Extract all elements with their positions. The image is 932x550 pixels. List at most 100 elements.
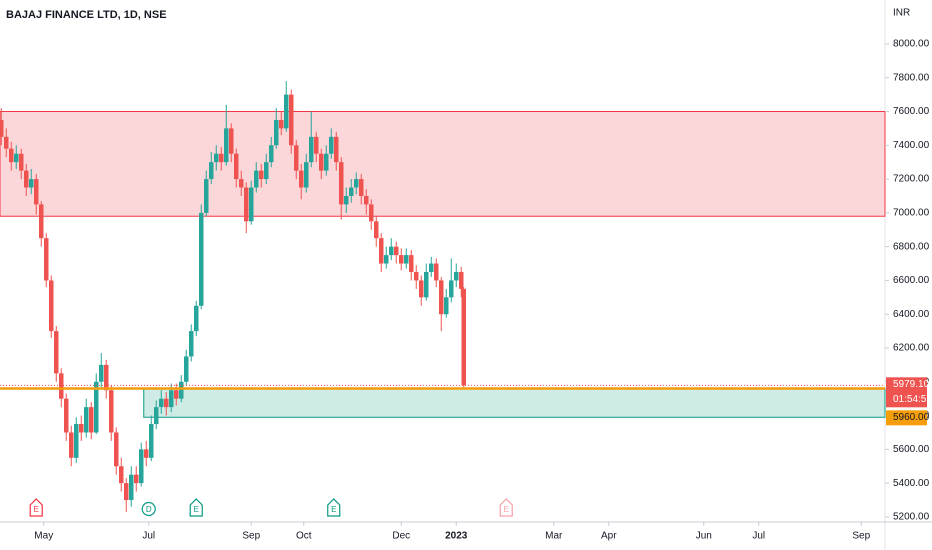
candle-body xyxy=(29,179,34,188)
candle-body xyxy=(24,170,29,188)
candle-body xyxy=(99,364,104,382)
x-tick-label: 2023 xyxy=(445,531,468,542)
candle-body xyxy=(369,204,374,222)
currency-label: INR xyxy=(893,8,910,19)
candle-body xyxy=(129,474,134,501)
candle-body xyxy=(79,424,84,433)
candle-body xyxy=(244,187,249,222)
candle-body xyxy=(449,280,454,298)
chart-title: BAJAJ FINANCE LTD, 1D, NSE xyxy=(6,9,167,21)
candle-body xyxy=(184,356,189,382)
candle-body xyxy=(94,381,99,433)
candle-body xyxy=(404,255,409,264)
zone xyxy=(0,110,886,217)
candle-body xyxy=(199,212,204,306)
candle-body xyxy=(9,148,14,163)
zone xyxy=(143,388,886,418)
candle-body xyxy=(44,238,49,281)
candle-body xyxy=(279,119,284,129)
candle-body xyxy=(0,119,4,137)
candle-body xyxy=(84,407,89,433)
y-tick-label: 6400.00 xyxy=(893,309,930,320)
candle-body xyxy=(164,398,169,408)
candle-body xyxy=(379,238,384,264)
candle-body xyxy=(309,136,314,163)
x-tick-label: Jul xyxy=(142,531,155,542)
candle-body xyxy=(289,94,294,146)
candle-body xyxy=(414,271,419,281)
candle-body xyxy=(209,162,214,180)
candle-body xyxy=(259,170,264,180)
candle-body xyxy=(219,153,224,163)
y-tick-label: 5400.00 xyxy=(893,478,930,489)
y-tick-label: 7600.00 xyxy=(893,106,930,117)
y-tick-label: 8000.00 xyxy=(893,39,930,50)
candle-body xyxy=(359,179,364,196)
candle-body xyxy=(439,280,444,315)
candle-body xyxy=(214,153,219,163)
candle-body xyxy=(189,331,194,357)
candle-body xyxy=(4,136,9,149)
candle-body xyxy=(224,128,229,163)
countdown-label: 01:54:51 xyxy=(893,394,932,405)
candle-body xyxy=(329,136,334,154)
x-tick-label: Jul xyxy=(752,531,765,542)
candle-body xyxy=(409,255,414,272)
candle-body xyxy=(159,398,164,408)
candle-body xyxy=(169,390,174,408)
candle-body xyxy=(74,424,79,458)
x-tick-label: Mar xyxy=(545,531,563,542)
candle-body xyxy=(204,179,209,213)
candle-body xyxy=(119,466,124,484)
event-label: E xyxy=(194,505,199,514)
candle-body xyxy=(19,153,24,171)
y-tick-label: 7200.00 xyxy=(893,174,930,185)
event-label: E xyxy=(504,505,509,514)
candle-body xyxy=(429,263,434,272)
event-marker xyxy=(141,501,156,517)
candle-body xyxy=(314,136,319,154)
y-tick-label: 7400.00 xyxy=(893,140,930,151)
x-tick-label: Oct xyxy=(296,531,312,542)
candle-body xyxy=(114,432,119,467)
candle-body xyxy=(39,204,44,239)
candle-body xyxy=(389,246,394,256)
candle-body xyxy=(229,128,234,154)
candle-body xyxy=(194,305,199,332)
y-tick-label: 5600.00 xyxy=(893,444,930,455)
x-tick-label: Dec xyxy=(392,531,410,542)
candle-body xyxy=(54,331,59,374)
candle-body xyxy=(144,449,149,458)
candle-body xyxy=(254,170,259,188)
candle-body xyxy=(334,136,339,163)
candle-body xyxy=(124,483,129,501)
x-tick-label: Jun xyxy=(696,531,712,542)
x-tick-label: Apr xyxy=(601,531,617,542)
candle-body xyxy=(304,162,309,188)
candle-body xyxy=(344,195,349,205)
level-box xyxy=(886,410,927,426)
candle-body xyxy=(444,297,449,315)
candle-body xyxy=(264,162,269,180)
x-tick-label: Sep xyxy=(852,531,870,542)
x-tick-label: Sep xyxy=(242,531,260,542)
candle-body xyxy=(104,364,109,391)
candle-body xyxy=(399,255,404,264)
event-marker xyxy=(499,498,513,517)
event-marker xyxy=(327,498,341,517)
candle-body xyxy=(34,179,39,205)
candle-body xyxy=(354,179,359,188)
candle-body xyxy=(174,390,179,399)
last-price-label: 5979.10 xyxy=(893,379,930,390)
y-tick-label: 7000.00 xyxy=(893,207,930,218)
candle-body xyxy=(89,407,94,433)
y-tick-label: 6800.00 xyxy=(893,241,930,252)
candle-body xyxy=(154,407,159,425)
candle-body xyxy=(384,255,389,264)
candle-body xyxy=(134,474,139,484)
candle-body xyxy=(349,187,354,196)
y-tick-label: 5200.00 xyxy=(893,512,930,523)
event-marker xyxy=(29,498,43,517)
last-price-box xyxy=(886,377,927,408)
